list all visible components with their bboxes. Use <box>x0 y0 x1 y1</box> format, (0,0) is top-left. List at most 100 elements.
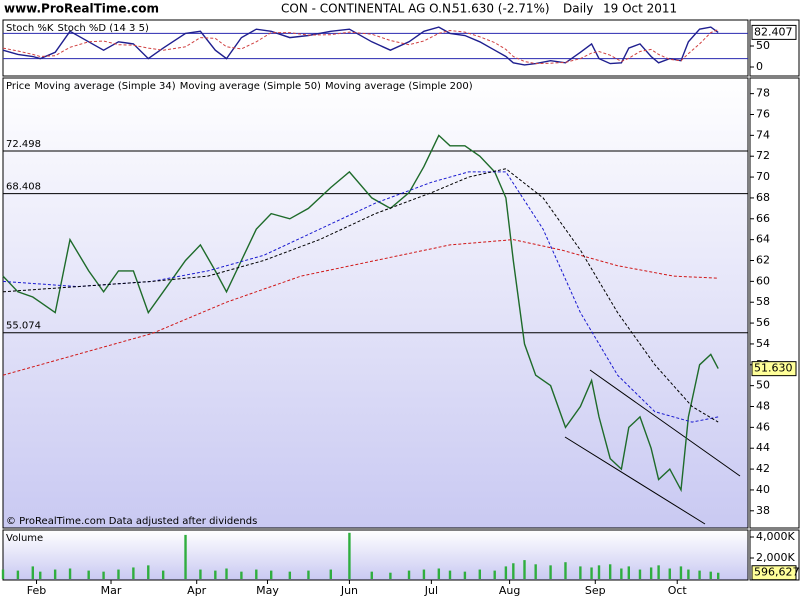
volume-bar <box>39 571 42 580</box>
volume-bar <box>687 569 690 580</box>
axis-background <box>749 77 800 529</box>
x-tick-label: Feb <box>27 584 46 597</box>
current-value-label: 596,627 <box>754 566 800 579</box>
current-value-label: 51.630 <box>754 362 793 375</box>
y-tick-label: 54 <box>756 337 770 350</box>
volume-bar <box>132 567 135 580</box>
y-tick-label: 76 <box>756 108 770 121</box>
volume-bar <box>389 572 392 580</box>
volume-bar <box>53 569 57 580</box>
y-tick-label: 50 <box>756 39 770 52</box>
volume-bar <box>709 571 712 580</box>
y-tick-label: 78 <box>756 87 770 100</box>
y-tick-label: 2,000K <box>756 551 795 564</box>
y-tick-label: 38 <box>756 504 770 517</box>
volume-bar <box>288 571 292 580</box>
volume-bar <box>504 566 508 580</box>
y-tick-label: 70 <box>756 170 770 183</box>
y-tick-label: 0 <box>756 60 763 73</box>
y-tick-label: 74 <box>756 128 770 141</box>
volume-bar <box>512 563 515 580</box>
x-tick-label: May <box>256 584 279 597</box>
volume-bar <box>422 569 426 580</box>
x-tick-label: Apr <box>187 584 207 597</box>
legend-entry: Moving average (Simple 34) <box>34 81 175 92</box>
y-tick-label: 42 <box>756 462 770 475</box>
legend-entry: Moving average (Simple 200) <box>325 81 473 92</box>
y-tick-label: 72 <box>756 149 770 162</box>
volume-bar <box>87 570 90 580</box>
volume-bar <box>597 565 601 580</box>
x-tick-label: Sep <box>585 584 606 597</box>
volume-bar <box>102 571 105 580</box>
volume-bar <box>348 532 351 580</box>
volume-bar <box>698 570 701 580</box>
volume-bar <box>478 569 481 580</box>
panel-background <box>2 77 749 529</box>
volume-bar <box>407 570 411 580</box>
period: Daily <box>563 2 593 16</box>
y-tick-label: 46 <box>756 420 770 433</box>
legend-entry: Price <box>6 81 30 92</box>
x-tick-label: Mar <box>101 584 122 597</box>
channel-line <box>564 436 706 525</box>
volume-bar <box>307 570 310 580</box>
volume-bar <box>370 571 373 580</box>
y-tick-label: 62 <box>756 254 770 267</box>
y-tick-label: 48 <box>756 400 770 413</box>
footnote: © ProRealTime.com Data adjusted after di… <box>6 516 257 527</box>
volume-bar <box>31 566 34 580</box>
volume-bar <box>448 570 452 580</box>
current-value-box <box>751 565 797 581</box>
volume-bar <box>493 570 496 580</box>
volume-bar <box>638 569 642 580</box>
volume-bar <box>437 568 441 580</box>
y-tick-label: 64 <box>756 233 770 246</box>
volume-bar <box>199 569 202 580</box>
series-line <box>2 168 719 423</box>
volume-bar <box>679 566 683 580</box>
legend-entry: Moving average (Simple 50) <box>180 81 321 92</box>
y-tick-label: 4,000K <box>756 530 795 543</box>
volume-bar <box>1 569 5 580</box>
horizontal-line-label: 55.074 <box>6 321 41 332</box>
volume-bar <box>240 571 243 580</box>
x-tick-label: Jun <box>340 584 358 597</box>
y-tick-label: 44 <box>756 441 770 454</box>
panel-title: Volume <box>6 533 43 544</box>
volume-bar <box>668 568 671 580</box>
volume-bar <box>270 570 273 580</box>
volume-bar <box>329 569 332 580</box>
volume-bar <box>225 568 228 580</box>
legend-entry: Stoch %K <box>6 23 54 34</box>
volume-bar <box>117 569 120 580</box>
series-line <box>2 134 719 493</box>
volume-bar <box>161 570 165 580</box>
volume-bar <box>463 571 467 580</box>
channel-line <box>589 369 741 477</box>
current-value-label: 82.407 <box>754 25 793 38</box>
volume-bar <box>255 569 258 580</box>
y-tick-label: 60 <box>756 274 770 287</box>
volume-bar <box>620 568 623 580</box>
x-tick-label: Aug <box>499 584 520 597</box>
series-line <box>2 29 719 65</box>
panels: 0 50 Stoch %K Stoch %D (14 3 5) 82.407 38 40 42… <box>1 19 800 597</box>
y-tick-label: 58 <box>756 295 770 308</box>
volume-bar <box>649 567 653 580</box>
price-change: 51.630 (-2.71%) <box>452 2 550 16</box>
volume-bar <box>534 564 537 580</box>
series-line <box>2 171 719 423</box>
volume-bar <box>627 566 630 580</box>
series-line <box>2 239 719 376</box>
site-name: www.ProRealTime.com <box>4 2 159 16</box>
series-line <box>2 26 719 66</box>
volume-bar <box>579 566 582 580</box>
date: 19 Oct 2011 <box>603 2 677 16</box>
x-tick-label: Oct <box>668 584 688 597</box>
volume-bar <box>16 570 20 580</box>
y-tick-label: 56 <box>756 316 770 329</box>
y-tick-label: 50 <box>756 379 770 392</box>
current-value-box <box>751 24 797 40</box>
